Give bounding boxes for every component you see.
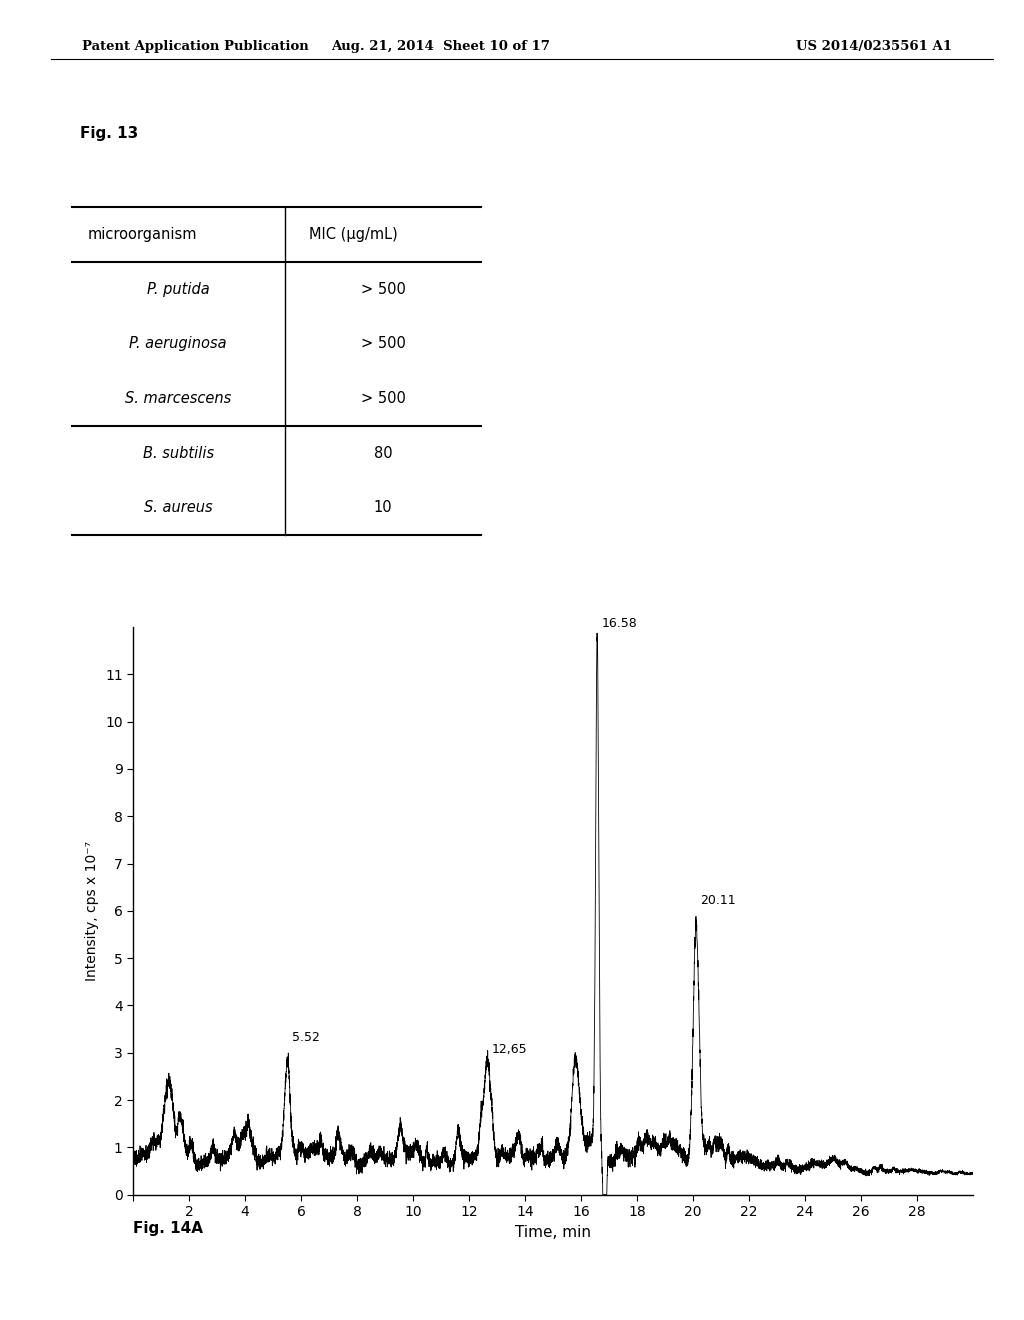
Text: MIC (μg/mL): MIC (μg/mL) <box>309 227 398 242</box>
Text: Aug. 21, 2014  Sheet 10 of 17: Aug. 21, 2014 Sheet 10 of 17 <box>331 40 550 53</box>
Text: S. aureus: S. aureus <box>143 500 213 515</box>
Text: Patent Application Publication: Patent Application Publication <box>82 40 308 53</box>
Text: 5.52: 5.52 <box>292 1031 319 1044</box>
Text: US 2014/0235561 A1: US 2014/0235561 A1 <box>797 40 952 53</box>
Text: 12,65: 12,65 <box>492 1043 527 1056</box>
Text: 16.58: 16.58 <box>601 618 637 631</box>
Text: 10: 10 <box>374 500 392 515</box>
Text: 20.11: 20.11 <box>700 894 736 907</box>
Text: Fig. 13: Fig. 13 <box>80 127 138 141</box>
Text: 80: 80 <box>374 446 392 461</box>
Text: Fig. 14A: Fig. 14A <box>133 1221 203 1236</box>
Text: > 500: > 500 <box>360 281 406 297</box>
X-axis label: Time, min: Time, min <box>515 1225 591 1239</box>
Text: > 500: > 500 <box>360 391 406 407</box>
Text: microorganism: microorganism <box>88 227 198 242</box>
Text: > 500: > 500 <box>360 337 406 351</box>
Text: P. putida: P. putida <box>146 281 210 297</box>
Text: B. subtilis: B. subtilis <box>142 446 214 461</box>
Y-axis label: Intensity, cps x 10⁻⁷: Intensity, cps x 10⁻⁷ <box>85 841 99 981</box>
Text: P. aeruginosa: P. aeruginosa <box>129 337 227 351</box>
Text: S. marcescens: S. marcescens <box>125 391 231 407</box>
